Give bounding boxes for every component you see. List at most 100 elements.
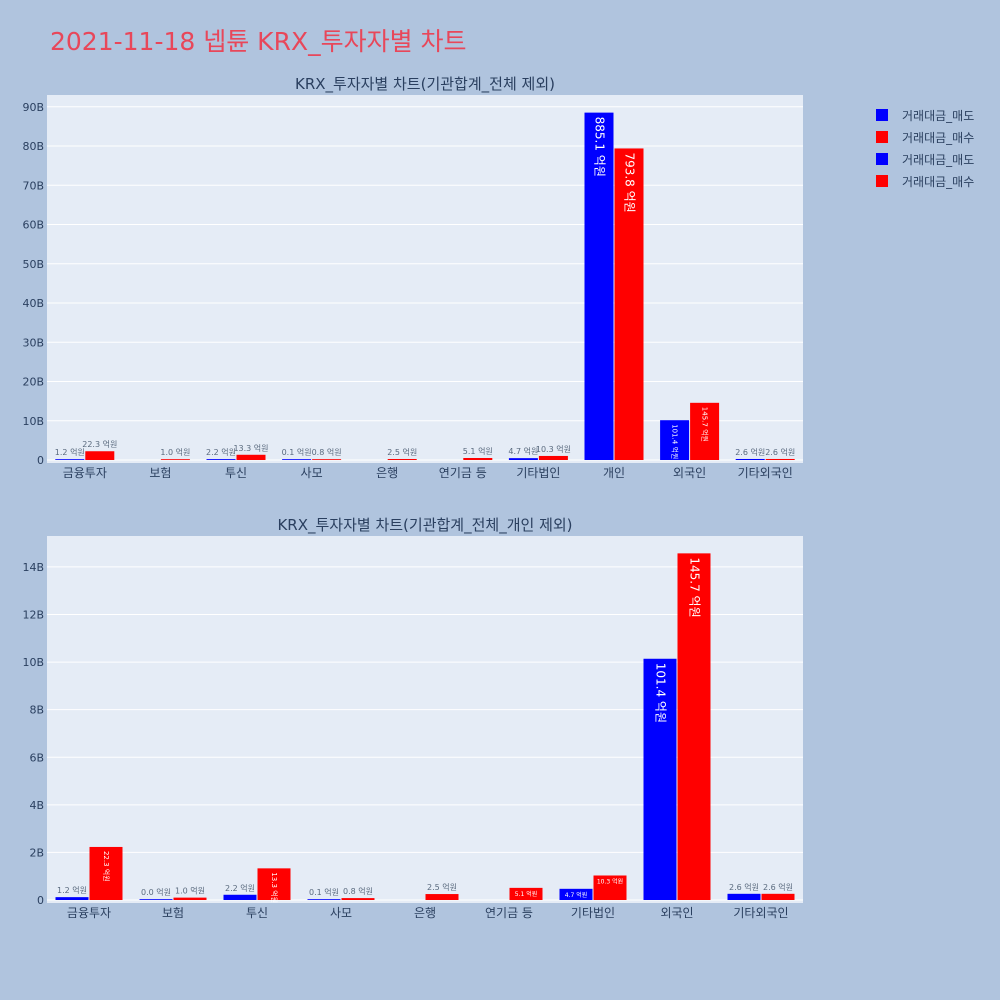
- bar-label: 2.6 억원: [729, 882, 759, 892]
- bar-label: 13.3 억원: [270, 872, 279, 903]
- bar-label: 10.3 억원: [597, 877, 623, 885]
- bar-label: 5.1 억원: [463, 446, 493, 456]
- x-tick-label: 은행: [414, 905, 436, 920]
- x-tick-label: 연기금 등: [485, 906, 533, 920]
- y-tick-label: 4B: [29, 799, 44, 812]
- legend-item[interactable]: 거래대금_매도: [876, 148, 996, 170]
- legend-label: 거래대금_매도: [902, 108, 975, 123]
- bar: [761, 893, 795, 900]
- y-tick-label: 40B: [22, 297, 44, 310]
- bar: [387, 459, 417, 460]
- y-tick-label: 14B: [22, 561, 44, 574]
- x-tick-label: 보험: [162, 906, 184, 920]
- bar: [307, 899, 341, 900]
- y-tick-label: 8B: [29, 704, 44, 717]
- y-tick-label: 90B: [22, 101, 44, 114]
- chart-1: 0 10B 20B 30B 40B 50B 60B 70B 80B 90B KRX_투자자별 차트(…: [22, 75, 803, 480]
- bar-label: 5.1 억원: [515, 890, 538, 898]
- bar: [463, 457, 493, 460]
- legend-label: 거래대금_매도: [902, 152, 975, 167]
- x-tick-label: 금융투자: [67, 906, 111, 920]
- y-tick-label: 2B: [29, 846, 44, 859]
- bar-label: 4.7 억원: [565, 891, 588, 899]
- legend-label: 거래대금_매수: [902, 174, 975, 189]
- bar: [765, 458, 795, 460]
- x-tick-label: 기타외국인: [733, 906, 788, 920]
- bar-label: 2.2 억원: [206, 447, 236, 457]
- bar-label: 885.1 억원: [593, 117, 607, 177]
- bar-label: 0.8 억원: [343, 886, 373, 896]
- bar: [614, 148, 644, 460]
- y-tick-label: 30B: [22, 336, 44, 349]
- plot-area: [47, 95, 803, 463]
- bar-label: 101.4 억원: [654, 663, 668, 723]
- legend-swatch: [876, 131, 888, 143]
- legend-item[interactable]: 거래대금_매도: [876, 104, 996, 126]
- bar: [282, 459, 312, 460]
- bar-label: 793.8 억원: [623, 152, 637, 212]
- y-tick-label: 80B: [22, 140, 44, 153]
- bar-label: 10.3 억원: [536, 444, 571, 454]
- legend[interactable]: 거래대금_매도 거래대금_매수 거래대금_매도 거래대금_매수: [876, 104, 996, 192]
- bar-label: 4.7 억원: [508, 446, 538, 456]
- y-tick-label: 10B: [22, 415, 44, 428]
- legend-item[interactable]: 거래대금_매수: [876, 170, 996, 192]
- bar-label: 101.4 억원: [671, 424, 680, 459]
- page-title: 2021-11-18 넵튠 KRX_투자자별 차트: [50, 27, 467, 56]
- x-tick-label: 사모: [301, 466, 323, 480]
- legend-swatch: [876, 153, 888, 165]
- x-tick-label: 투신: [246, 906, 268, 920]
- bar-label: 22.3 억원: [82, 439, 117, 449]
- bar-label: 1.0 억원: [175, 886, 205, 896]
- bar-label: 2.6 억원: [765, 447, 795, 457]
- bar-label: 0.8 억원: [312, 447, 342, 457]
- bar-label: 1.2 억원: [57, 885, 87, 895]
- x-tick-label: 사모: [330, 906, 352, 920]
- y-tick-label: 50B: [22, 258, 44, 271]
- x-tick-label: 보험: [149, 466, 171, 480]
- chart-2: 0 2B 4B 6B 8B 10B 12B 14B KRX_투자자별 차트(기관합계_전체_개인…: [22, 516, 803, 920]
- x-tick-label: 기타법인: [516, 466, 560, 480]
- chart-title: KRX_투자자별 차트(기관합계_전체 제외): [295, 75, 555, 94]
- y-tick-label: 20B: [22, 376, 44, 389]
- bar: [727, 893, 761, 900]
- bar: [223, 894, 257, 900]
- legend-item[interactable]: 거래대금_매수: [876, 126, 996, 148]
- bar-label: 2.6 억원: [735, 447, 765, 457]
- bar-label: 145.7 억원: [688, 557, 702, 617]
- x-tick-label: 연기금 등: [439, 466, 487, 480]
- y-tick-label: 0: [37, 454, 44, 467]
- bar-label: 2.6 억원: [763, 882, 793, 892]
- y-tick-label: 12B: [22, 609, 44, 622]
- bar-label: 145.7 억원: [701, 407, 710, 442]
- bar-label: 1.2 억원: [55, 447, 85, 457]
- x-tick-label: 외국인: [660, 906, 693, 920]
- bar: [257, 868, 291, 900]
- y-tick-label: 0: [37, 894, 44, 907]
- legend-swatch: [876, 109, 888, 121]
- bar: [593, 875, 627, 900]
- bar-label: 2.2 억원: [225, 883, 255, 893]
- y-tick-label: 10B: [22, 656, 44, 669]
- bar: [312, 459, 342, 460]
- chart-title: KRX_투자자별 차트(기관합계_전체_개인 제외): [277, 516, 572, 535]
- y-tick-label: 60B: [22, 219, 44, 232]
- bar: [538, 455, 568, 460]
- bar: [206, 459, 236, 460]
- legend-label: 거래대금_매수: [902, 130, 975, 145]
- bar-label: 1.0 억원: [160, 447, 190, 457]
- bar-label: 0.1 억원: [282, 447, 312, 457]
- bar: [643, 658, 677, 900]
- x-tick-label: 은행: [376, 465, 398, 480]
- x-tick-label: 개인: [603, 466, 625, 480]
- bar: [341, 898, 375, 900]
- bar: [236, 454, 266, 460]
- x-tick-label: 기타법인: [571, 906, 615, 920]
- y-tick-label: 6B: [29, 751, 44, 764]
- bar-label: 22.3 억원: [102, 851, 111, 882]
- x-tick-label: 외국인: [673, 466, 706, 480]
- bar: [85, 451, 115, 460]
- x-tick-label: 금융투자: [63, 466, 107, 480]
- bar-label: 0.0 억원: [141, 887, 171, 897]
